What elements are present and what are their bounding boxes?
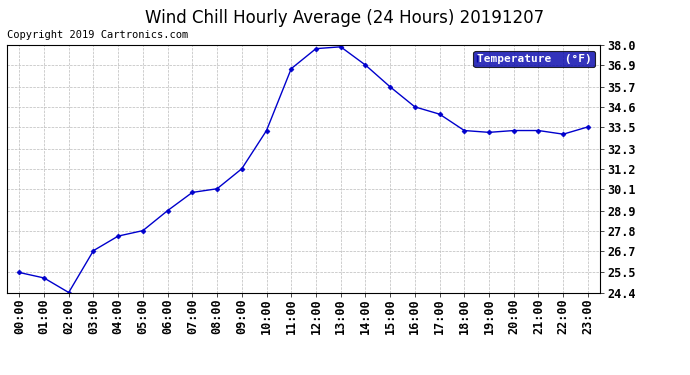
Text: Copyright 2019 Cartronics.com: Copyright 2019 Cartronics.com: [7, 30, 188, 40]
Legend: Temperature  (°F): Temperature (°F): [473, 51, 595, 67]
Text: Wind Chill Hourly Average (24 Hours) 20191207: Wind Chill Hourly Average (24 Hours) 201…: [146, 9, 544, 27]
